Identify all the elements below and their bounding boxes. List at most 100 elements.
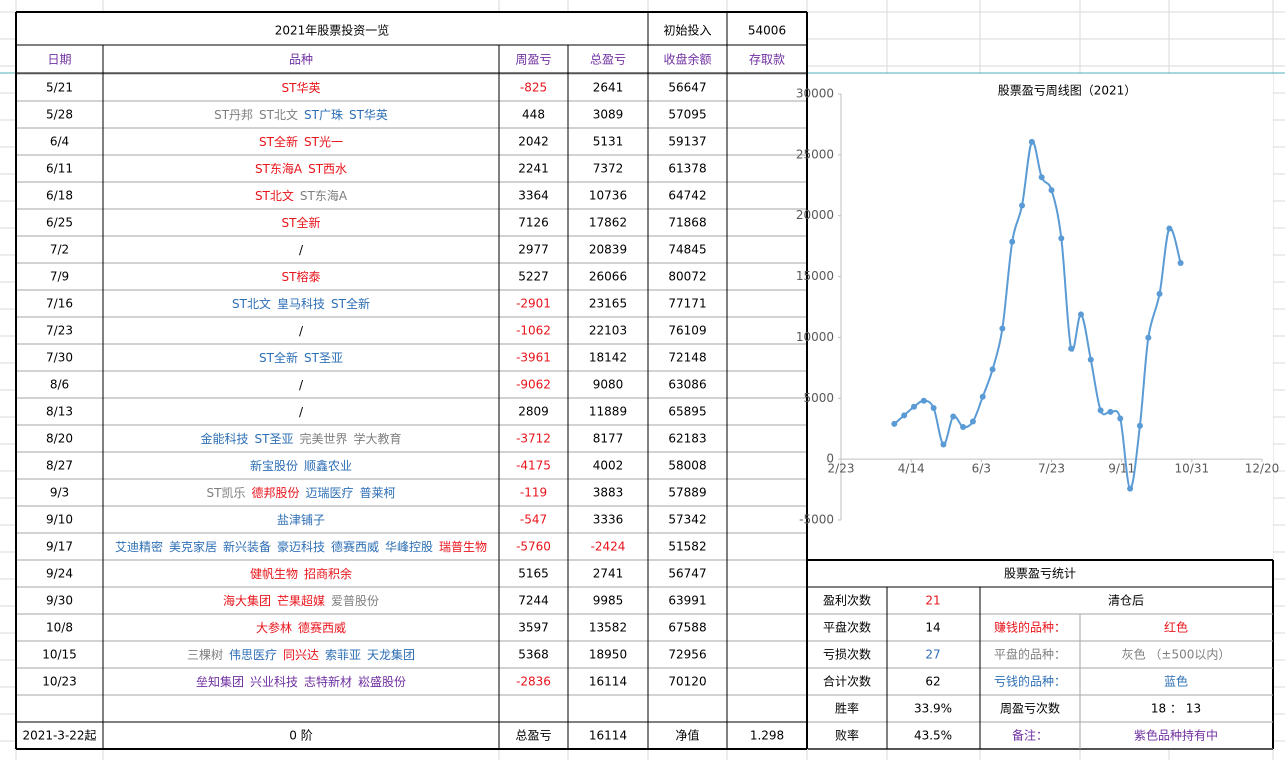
legend-value: 紫色品种持有中 [1134,728,1218,743]
balance-cell: 57889 [668,486,706,500]
x-tick-label: 10/31 [1175,462,1210,476]
stock-list: / [299,324,304,338]
data-point [1097,407,1104,414]
stock-list: ST华英 [282,81,321,95]
date-cell: 9/10 [46,513,73,527]
stat-label: 合计次数 [823,674,871,689]
weekly-cell: 2977 [518,243,549,257]
stock-list: 艾迪精密 美克家居 新兴装备 豪迈科技 德赛西威 华峰控股 瑞普生物 [115,539,487,554]
total-cell: 9080 [593,378,624,392]
legend-value: 红色 [1164,620,1188,635]
date-cell: 9/17 [46,540,73,554]
stock-name: ST全新 [282,215,321,230]
total-cell: 22103 [589,324,627,338]
stock-name: / [299,378,304,392]
weekly-cell: 2241 [518,162,549,176]
stock-name: 普莱柯 [359,486,395,500]
balance-cell: 63086 [668,378,706,392]
date-cell: 7/2 [50,243,69,257]
y-tick-label: 5000 [803,391,834,405]
stock-name: ST北文 [255,188,294,203]
balance-cell: 72148 [668,351,706,365]
stock-name: 同兴达 [283,648,319,662]
x-tick-label: 4/14 [898,462,925,476]
stock-name: / [299,243,304,257]
stock-name: 瑞普生物 [439,540,487,554]
stock-name: 学大教育 [353,431,401,446]
stock-list: ST全新 ST光一 [259,134,343,149]
stock-list: 金能科技 ST圣亚 完美世界 学大教育 [201,431,402,446]
stock-name: 顺鑫农业 [304,458,352,473]
data-point [920,397,927,404]
stock-name: 索菲亚 [325,648,361,662]
stock-name: 皇马科技 [277,297,325,311]
stock-name: 金能科技 [201,431,249,446]
date-cell: 8/20 [46,432,73,446]
stock-name: ST圣亚 [304,351,343,365]
data-point [901,412,908,419]
stat-value: 21 [925,594,940,608]
stats-heading: 清仓后 [1108,594,1144,608]
balance-cell: 59137 [668,135,706,149]
total-cell: 3883 [593,486,624,500]
total-cell: 10736 [589,189,627,203]
stock-name: 招商积余 [304,566,352,581]
footer-cell: 净值 [675,728,699,743]
stock-name: / [299,405,304,419]
balance-cell: 77171 [668,297,706,311]
y-tick-label: 10000 [796,330,834,344]
stock-list: 健帆生物 招商积余 [250,566,352,581]
balance-cell: 56647 [668,81,706,95]
date-cell: 10/23 [42,675,77,689]
total-cell: 13582 [589,621,627,635]
stock-name: 德赛西威 [298,620,346,635]
data-point [1068,345,1075,352]
footer-cell: 总盈亏 [515,729,551,743]
legend-label: 备注： [1012,728,1048,743]
x-tick-label: 6/3 [972,462,991,476]
total-cell: 3336 [593,513,624,527]
date-cell: 8/27 [46,459,73,473]
date-cell: 5/28 [46,108,73,122]
data-point [950,413,957,420]
weekly-cell: -547 [520,513,547,527]
stock-list: ST北文 ST东海A [255,188,348,203]
footer-cell: 0 阶 [289,729,312,743]
balance-cell: 76109 [668,324,706,338]
balance-cell: 57342 [668,513,706,527]
data-point [1087,356,1094,363]
stock-name: 豪迈科技 [277,539,325,554]
stat-value: 14 [925,621,940,635]
stock-list: ST凯乐 德邦股份 迈瑞医疗 普莱柯 [207,485,396,500]
column-header: 存取款 [749,53,785,67]
data-point [1038,174,1045,181]
chart-area [808,74,1273,559]
stock-name: ST华英 [349,108,388,122]
y-tick-label: -5000 [799,513,834,527]
table-title: 2021年股票投资一览 [275,23,390,38]
date-cell: 10/15 [42,648,77,662]
balance-cell: 58008 [668,459,706,473]
stat-value: 27 [925,648,940,662]
balance-cell: 64742 [668,189,706,203]
date-cell: 8/6 [50,378,69,392]
balance-cell: 71868 [668,216,706,230]
balance-cell: 51582 [668,540,706,554]
data-point [1009,238,1016,245]
stock-name: ST北文 [259,107,298,122]
date-cell: 8/13 [46,405,73,419]
stock-name: ST东海A [300,188,348,203]
stock-name: / [299,324,304,338]
data-point [1048,187,1055,194]
initial-value: 54006 [748,24,786,38]
stat-value: 43.5% [914,729,952,743]
x-tick-label: 2/23 [828,462,855,476]
weekly-cell: 448 [522,108,545,122]
balance-cell: 65895 [668,405,706,419]
date-cell: 7/9 [50,270,69,284]
stat-label: 败率 [835,728,859,743]
weekly-cell: 7244 [518,594,549,608]
stock-name: 德邦股份 [251,485,299,500]
stock-name: 健帆生物 [250,566,298,581]
stock-name: 德赛西威 [331,539,379,554]
